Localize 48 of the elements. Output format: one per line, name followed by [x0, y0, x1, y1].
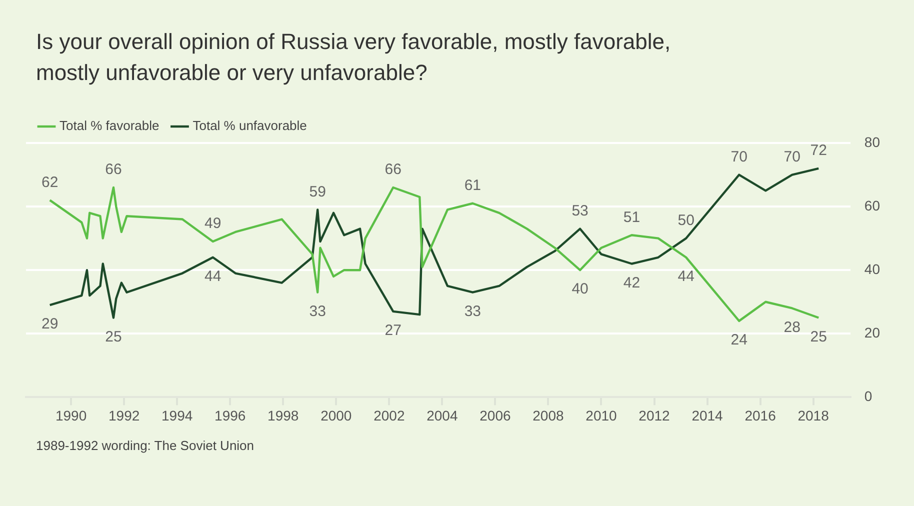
- data-label: 44: [204, 268, 222, 286]
- x-tick-label: 1994: [162, 407, 193, 424]
- data-label: 25: [105, 328, 122, 346]
- x-tick-label: 2000: [320, 407, 352, 424]
- data-label: 24: [730, 332, 748, 349]
- x-tick-label: 1990: [55, 407, 87, 424]
- data-label: 40: [572, 280, 588, 298]
- x-tick-label: 2008: [532, 407, 564, 424]
- data-label: 33: [464, 302, 482, 320]
- data-label: 27: [384, 322, 402, 340]
- legend-label: Total % unfavorable: [192, 118, 307, 134]
- data-label: 51: [623, 208, 640, 226]
- x-tick-label: 2018: [798, 407, 830, 424]
- chart-title: Is your overall opinion of Russia very favorable, mostly favorable, mostly unfavorable or very unfavorable?: [36, 28, 672, 87]
- x-tick-label: 2014: [692, 407, 724, 424]
- y-tick-label: 60: [864, 197, 880, 214]
- x-tick-label: 2006: [480, 407, 511, 424]
- data-label: 42: [623, 274, 640, 292]
- data-label: 66: [384, 161, 402, 178]
- x-tick-label: 1996: [214, 407, 246, 424]
- data-label: 61: [464, 177, 482, 194]
- data-label: 72: [810, 142, 827, 160]
- data-label: 53: [572, 202, 588, 220]
- x-tick-label: 2010: [586, 407, 618, 424]
- x-tick-label: 2004: [426, 407, 458, 424]
- data-label: 66: [105, 161, 122, 178]
- text: 1989-1992 wording: The Soviet Union: [36, 438, 254, 453]
- x-tick-label: 1992: [108, 407, 140, 424]
- data-label: 70: [784, 148, 800, 166]
- x-tick-label: 1998: [268, 407, 299, 424]
- y-tick-label: 80: [864, 134, 880, 150]
- x-tick-label: 2012: [638, 407, 670, 424]
- data-label: 70: [730, 148, 748, 166]
- data-label: 49: [204, 215, 222, 232]
- data-label: 50: [678, 212, 694, 229]
- legend-label: Total % favorable: [60, 118, 160, 134]
- data-label: 44: [678, 268, 694, 286]
- data-label: 29: [42, 316, 58, 333]
- x-tick-label: 2002: [374, 407, 405, 424]
- data-label: 25: [810, 328, 827, 346]
- y-tick-label: 20: [864, 324, 880, 341]
- x-tick-label: 2016: [744, 407, 776, 424]
- data-label: 33: [309, 302, 326, 320]
- data-label: 59: [309, 183, 326, 200]
- data-label: 28: [784, 318, 800, 336]
- data-label: 62: [42, 174, 58, 191]
- y-tick-label: 0: [864, 388, 872, 404]
- y-tick-label: 40: [864, 260, 880, 277]
